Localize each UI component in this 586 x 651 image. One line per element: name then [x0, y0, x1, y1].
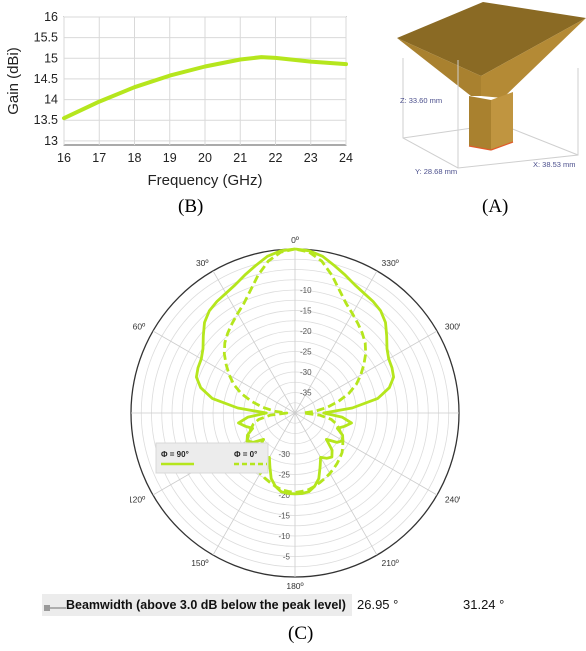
radial-tick-label: -5: [283, 553, 291, 562]
beamwidth-value-phi0: 31.24 °: [463, 597, 505, 612]
x-tick-label: 22: [269, 151, 283, 165]
x-tick-labels: 16 17 18 19 20 21 22 23 24: [57, 151, 353, 165]
waveguide-side: [491, 92, 513, 150]
y-axis-title: Gain (dBi): [5, 47, 22, 115]
horn-flare-front: [397, 38, 481, 96]
x-tick-label: 17: [92, 151, 106, 165]
grid-spoke: [294, 330, 438, 414]
series-phi90-line: [195, 247, 395, 496]
angle-label: 210º: [382, 558, 399, 568]
angle-label: 240º: [445, 495, 460, 505]
x-tick-label: 20: [198, 151, 212, 165]
y-tick-label: 13.5: [34, 113, 58, 127]
beamwidth-series-icon: [44, 600, 66, 611]
angle-label: 120º: [130, 495, 145, 505]
legend-label-phi0: Φ = 0°: [234, 450, 257, 459]
grid-spoke: [294, 270, 378, 414]
grid-spoke: [152, 330, 296, 414]
radial-tick-label: -10: [300, 286, 312, 295]
angle-label: 150º: [191, 558, 208, 568]
horn-3d-model: Z: 33.60 mm Y: 28.68 mm X: 38.53 mm: [397, 2, 586, 176]
angle-label: 180º: [286, 581, 303, 590]
polar-pattern-chart: 0º30º60º90º120º150º180º210º240º270º300º3…: [130, 236, 460, 590]
angle-label: 0º: [291, 236, 299, 245]
gain-series-line: [62, 55, 348, 121]
grid-lines: [63, 16, 347, 145]
horn-flare-side: [481, 18, 586, 98]
y-dimension-label: Y: 28.68 mm: [415, 167, 457, 176]
radial-tick-label: -15: [300, 307, 312, 316]
x-tick-label: 16: [57, 151, 71, 165]
radial-tick-labels: -10 -15 -20 -25 -30 -35 -30 -25 -20 -15 -10 -5: [278, 286, 312, 562]
waveguide-front: [469, 96, 491, 150]
radial-tick-label: -20: [278, 491, 290, 500]
grid-spoke: [294, 412, 378, 556]
radial-tick-label: -25: [300, 348, 312, 357]
radial-tick-label: -25: [278, 471, 290, 480]
horn-flare-top: [397, 2, 586, 76]
beamwidth-row: Beamwidth (above 3.0 dB below the peak l…: [42, 594, 352, 616]
waveguide-base-edge: [468, 145, 492, 151]
polar-grid: [130, 248, 460, 578]
x-tick-label: 19: [163, 151, 177, 165]
radial-tick-label: -35: [300, 389, 312, 398]
x-axis-title: Frequency (GHz): [147, 172, 262, 189]
y-tick-label: 13: [44, 134, 58, 148]
caption-b: (B): [178, 196, 204, 217]
grid-spoke: [212, 412, 296, 556]
caption-c: (C): [288, 623, 314, 644]
caption-a: (A): [482, 196, 509, 217]
radial-tick-label: -30: [278, 450, 290, 459]
legend: Φ = 90° Φ = 0°: [155, 442, 269, 474]
y-tick-label: 15: [44, 51, 58, 65]
grid-spoke: [212, 270, 296, 414]
radial-tick-label: -15: [278, 512, 290, 521]
legend-box: [155, 442, 269, 474]
x-tick-label: 21: [233, 151, 247, 165]
angle-labels: 0º30º60º90º120º150º180º210º240º270º300º3…: [130, 236, 460, 590]
radial-tick-label: -20: [300, 327, 312, 336]
angle-label: 300º: [445, 322, 460, 332]
gain-frequency-chart: 16 17 18 19 20 21 22 23 24 13 13.5 14 14.5 15 15.5 16 …: [5, 10, 353, 189]
legend-label-phi90: Φ = 90°: [161, 450, 189, 459]
y-tick-labels: 13 13.5 14 14.5 15 15.5 16: [34, 10, 58, 148]
radial-tick-label: -30: [300, 368, 312, 377]
pattern-series: [195, 247, 395, 496]
bounding-box-front: [457, 60, 579, 168]
grid-spoke: [294, 412, 438, 496]
y-tick-label: 15.5: [34, 31, 58, 45]
angle-label: 330º: [382, 258, 399, 268]
x-tick-label: 24: [339, 151, 353, 165]
y-tick-label: 16: [44, 10, 58, 24]
beamwidth-label: Beamwidth (above 3.0 dB below the peak l…: [66, 598, 346, 612]
beamwidth-value-phi90: 26.95 °: [357, 597, 399, 612]
x-tick-label: 18: [128, 151, 142, 165]
angle-label: 60º: [133, 322, 146, 332]
z-dimension-label: Z: 33.60 mm: [400, 96, 442, 105]
y-tick-label: 14: [44, 93, 58, 107]
x-tick-label: 23: [304, 151, 318, 165]
x-dimension-label: X: 38.53 mm: [533, 160, 576, 169]
angle-label: 30º: [196, 258, 209, 268]
waveguide-base-edge-side: [490, 141, 514, 151]
y-tick-label: 14.5: [34, 72, 58, 86]
radial-tick-label: -10: [278, 532, 290, 541]
